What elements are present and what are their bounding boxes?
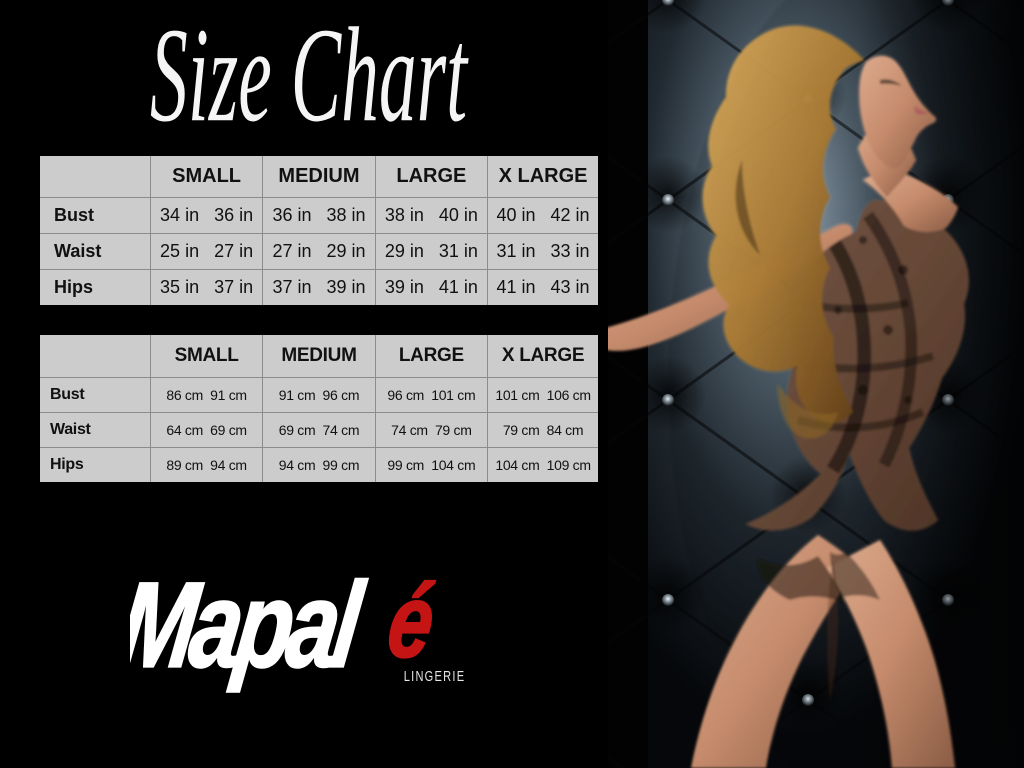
svg-text:é: é: [382, 565, 441, 679]
svg-text:LINGERIE: LINGERIE: [404, 667, 466, 684]
svg-text:Mapal: Mapal: [130, 557, 371, 693]
